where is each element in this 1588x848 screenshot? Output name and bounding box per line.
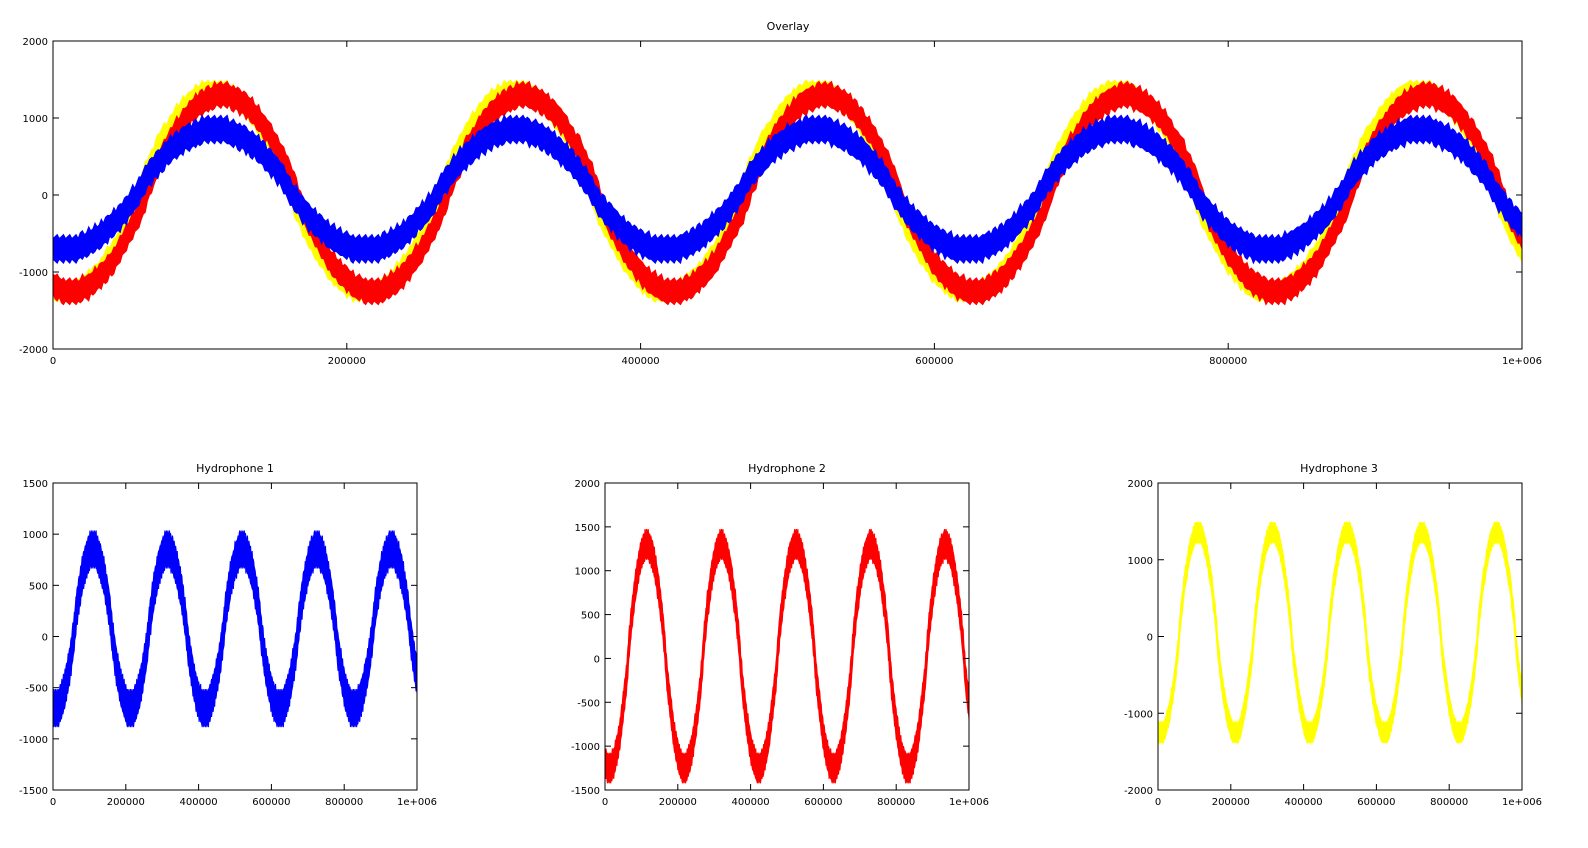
hydrophone-2-y-tick-label: -1500 — [571, 786, 600, 797]
hydrophone-3-x-tick-label: 800000 — [1430, 797, 1468, 808]
hydrophone-1-x-tick-label: 600000 — [252, 797, 290, 808]
hydrophone-1-y-tick-label: 500 — [29, 581, 48, 592]
hydrophone-1-y-tick-label: 0 — [42, 633, 48, 644]
hydrophone-2-x-tick-label: 0 — [602, 797, 608, 808]
hydrophone-2-series-layer — [604, 528, 970, 784]
hydrophone-3-x-tick-label: 600000 — [1357, 797, 1395, 808]
overlay-x-tick-label: 200000 — [328, 356, 366, 367]
hydrophone-1-y-tick-label: -500 — [25, 684, 48, 695]
hydrophone-2-y-tick-label: 1000 — [575, 567, 600, 578]
hydrophone-3-series-layer — [1157, 520, 1523, 746]
hydrophone-3-x-tick-label: 400000 — [1285, 797, 1323, 808]
overlay-y-tick-label: 1000 — [23, 114, 48, 125]
hydrophone-1-y-tick-label: 1000 — [23, 530, 48, 541]
hydrophone-3-x-tick-label: 200000 — [1212, 797, 1250, 808]
overlay-y-tick-label: -2000 — [19, 345, 48, 356]
hydrophone-3-x-tick-label: 1e+006 — [1502, 797, 1542, 808]
hydrophone-3-y-tick-label: 0 — [1147, 633, 1153, 644]
overlay-x-tick-label: 400000 — [622, 356, 660, 367]
hydrophone-2-y-tick-label: 2000 — [575, 479, 600, 490]
overlay-y-tick-label: 0 — [42, 191, 48, 202]
overlay-x-tick-label: 1e+006 — [1502, 356, 1542, 367]
hydrophone-2-title: Hydrophone 2 — [748, 462, 826, 475]
hydrophone-1-y-tick-label: -1500 — [19, 786, 48, 797]
hydrophone-2-x-tick-label: 600000 — [804, 797, 842, 808]
hydrophone-3-y-tick-label: -2000 — [1124, 786, 1153, 797]
hydrophone-1-series-1-band — [52, 530, 418, 728]
hydrophone-3-y-tick-label: 2000 — [1128, 479, 1153, 490]
overlay-series-2-band — [52, 80, 1523, 306]
hydrophone-2-axis-ticks: 0 200000 400000 600000 800000 1e+006 -1500 -100… — [571, 479, 989, 808]
hydrophone-3-y-tick-label: 1000 — [1128, 556, 1153, 567]
hydrophone-2-x-tick-label: 1e+006 — [949, 797, 989, 808]
hydrophone-1-x-tick-label: 1e+006 — [397, 797, 437, 808]
hydrophone-1-x-tick-label: 800000 — [325, 797, 363, 808]
hydrophone-1-series-layer — [52, 530, 418, 728]
hydrophone-1-x-tick-label: 400000 — [180, 797, 218, 808]
overlay-title: Overlay — [767, 20, 810, 33]
overlay-y-tick-label: 2000 — [23, 37, 48, 48]
hydrophone-3-x-tick-label: 0 — [1155, 797, 1161, 808]
hydrophone-2-x-tick-label: 800000 — [877, 797, 915, 808]
hydrophone-3-axis-ticks: 0 200000 400000 600000 800000 1e+006 -2000 -100… — [1124, 479, 1542, 808]
hydrophone-2-x-tick-label: 200000 — [659, 797, 697, 808]
hydrophone-3-plot-frame — [1157, 482, 1523, 791]
overlay-x-tick-label: 0 — [50, 356, 56, 367]
overlay-series-layer — [52, 79, 1523, 306]
overlay-x-tick-label: 800000 — [1209, 356, 1247, 367]
hydrophone-1-x-tick-label: 0 — [50, 797, 56, 808]
hydrophone-2-chart: Hydrophone 2 0 200000 400000 600000 800000 1e… — [571, 462, 989, 808]
hydrophone-3-title: Hydrophone 3 — [1300, 462, 1378, 475]
hydrophone-2-y-tick-label: -1000 — [571, 742, 600, 753]
hydrophone-2-y-tick-label: 500 — [581, 611, 600, 622]
hydrophone-2-y-tick-label: -500 — [577, 698, 600, 709]
hydrophone-2-y-tick-label: 1500 — [575, 523, 600, 534]
hydrophone-2-y-tick-label: 0 — [594, 654, 600, 665]
hydrophone-1-title: Hydrophone 1 — [196, 462, 274, 475]
overlay-chart: Overlay 0 200000 400000 600000 800000 1e+006 -… — [19, 20, 1542, 367]
hydrophone-1-x-tick-label: 200000 — [107, 797, 145, 808]
overlay-y-tick-label: -1000 — [19, 268, 48, 279]
hydrophone-1-y-tick-label: 1500 — [23, 479, 48, 490]
overlay-axis-ticks: 0 200000 400000 600000 800000 1e+006 -2000 -100… — [19, 37, 1542, 367]
overlay-x-tick-label: 600000 — [915, 356, 953, 367]
hydrophone-3-series-1-band — [1157, 520, 1523, 746]
hydrophone-2-x-tick-label: 400000 — [732, 797, 770, 808]
hydrophone-1-chart: Hydrophone 1 0 200000 400000 600000 800000 1e… — [19, 462, 437, 808]
hydrophone-1-plot-frame — [52, 482, 418, 791]
hydrophone-3-chart: Hydrophone 3 0 200000 400000 600000 800000 1e… — [1124, 462, 1542, 808]
hydrophone-1-y-tick-label: -1000 — [19, 735, 48, 746]
hydrophone-2-series-1-band — [604, 528, 970, 784]
hydrophone-3-y-tick-label: -1000 — [1124, 709, 1153, 720]
overlay-plot-frame — [52, 40, 1523, 350]
hydrophone-2-plot-frame — [604, 482, 970, 791]
hydrophone-1-axis-ticks: 0 200000 400000 600000 800000 1e+006 -1500 -100… — [19, 479, 437, 808]
